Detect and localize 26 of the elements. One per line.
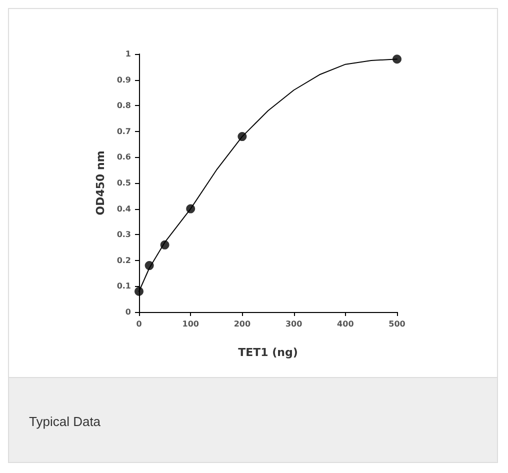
point: [160, 240, 170, 250]
point: [186, 204, 196, 214]
y-tick-label: 0.9: [116, 75, 132, 84]
point: [144, 261, 154, 270]
y-tick-label: 0.3: [116, 230, 131, 240]
x-axis-title: TET1 (ng): [238, 346, 298, 359]
x-tick-label: 400: [337, 320, 354, 328]
x-tick-label: 500: [388, 320, 406, 328]
y-tick-label: 1: [125, 50, 132, 58]
x-tick-label: 0: [136, 320, 142, 328]
y-tick-label: 0.1: [116, 282, 132, 291]
point: [238, 132, 247, 142]
y-tick-label: 0.7: [116, 126, 131, 136]
point: [392, 54, 402, 64]
point: [134, 286, 144, 296]
y-tick-label: 0.2: [116, 256, 131, 265]
y-tick-label: 0.6: [116, 152, 132, 162]
y-tick-label: 0.5: [116, 178, 132, 188]
y-tick-label: 0.4: [116, 204, 132, 214]
x-tick-label: 100: [182, 320, 200, 328]
x-tick-label: 200: [234, 320, 251, 328]
x-tick-label: 300: [285, 320, 303, 328]
y-axis-title: OD450 nm: [94, 150, 107, 216]
text: Typical Data: [9, 377, 497, 462]
y-tick-label: 0: [125, 308, 132, 316]
y-tick-label: 0.8: [116, 101, 132, 110]
